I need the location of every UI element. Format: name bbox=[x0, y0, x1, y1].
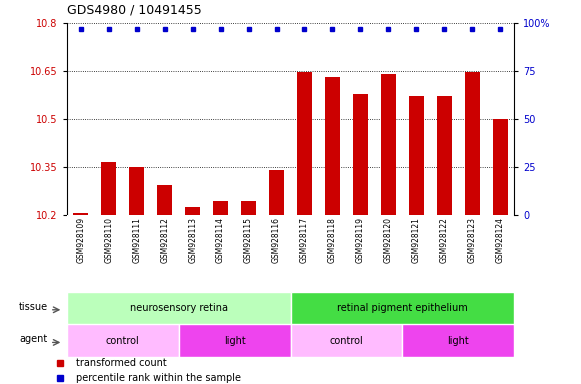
Bar bbox=[73, 214, 88, 215]
Text: GSM928117: GSM928117 bbox=[300, 217, 309, 263]
Bar bbox=[436, 96, 452, 215]
Text: GSM928111: GSM928111 bbox=[132, 217, 141, 263]
Bar bbox=[290, 292, 514, 324]
Text: control: control bbox=[329, 336, 363, 346]
Text: light: light bbox=[447, 336, 469, 346]
Bar bbox=[67, 292, 290, 324]
Text: neurosensory retina: neurosensory retina bbox=[130, 303, 228, 313]
Text: transformed count: transformed count bbox=[76, 358, 167, 368]
Bar bbox=[213, 200, 228, 215]
Text: GSM928109: GSM928109 bbox=[76, 217, 85, 263]
Bar bbox=[290, 324, 403, 357]
Text: GSM928116: GSM928116 bbox=[272, 217, 281, 263]
Text: GSM928113: GSM928113 bbox=[188, 217, 197, 263]
Bar bbox=[101, 162, 116, 215]
Bar bbox=[381, 74, 396, 215]
Bar bbox=[403, 324, 514, 357]
Text: GSM928115: GSM928115 bbox=[244, 217, 253, 263]
Text: agent: agent bbox=[20, 334, 48, 344]
Bar bbox=[269, 170, 284, 215]
Text: retinal pigment epithelium: retinal pigment epithelium bbox=[337, 303, 468, 313]
Bar bbox=[157, 185, 173, 215]
Bar bbox=[185, 207, 200, 215]
Bar bbox=[325, 77, 340, 215]
Bar bbox=[129, 167, 145, 215]
Text: GSM928119: GSM928119 bbox=[356, 217, 365, 263]
Text: GSM928122: GSM928122 bbox=[440, 217, 449, 263]
Text: GSM928124: GSM928124 bbox=[496, 217, 505, 263]
Text: GSM928121: GSM928121 bbox=[412, 217, 421, 263]
Text: percentile rank within the sample: percentile rank within the sample bbox=[76, 373, 241, 383]
Text: GSM928110: GSM928110 bbox=[104, 217, 113, 263]
Bar bbox=[179, 324, 290, 357]
Bar bbox=[67, 324, 179, 357]
Text: GSM928123: GSM928123 bbox=[468, 217, 477, 263]
Text: tissue: tissue bbox=[19, 301, 48, 311]
Text: GSM928114: GSM928114 bbox=[216, 217, 225, 263]
Text: GDS4980 / 10491455: GDS4980 / 10491455 bbox=[67, 3, 202, 17]
Bar bbox=[465, 72, 480, 215]
Text: GSM928118: GSM928118 bbox=[328, 217, 337, 263]
Bar bbox=[353, 94, 368, 215]
Bar bbox=[493, 119, 508, 215]
Bar bbox=[241, 200, 256, 215]
Text: control: control bbox=[106, 336, 139, 346]
Bar bbox=[297, 72, 312, 215]
Text: light: light bbox=[224, 336, 245, 346]
Text: GSM928120: GSM928120 bbox=[384, 217, 393, 263]
Bar bbox=[408, 96, 424, 215]
Text: GSM928112: GSM928112 bbox=[160, 217, 169, 263]
